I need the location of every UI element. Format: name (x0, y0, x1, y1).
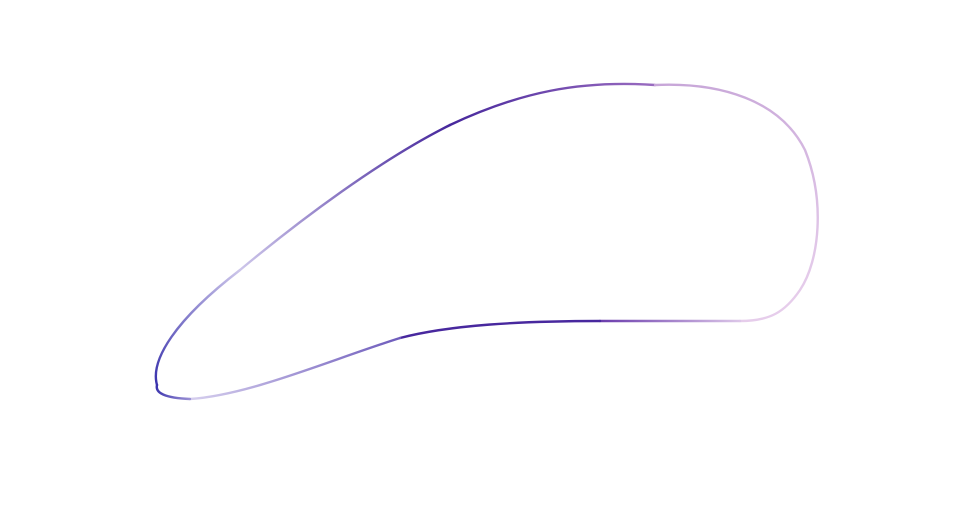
curve-segment (238, 123, 452, 272)
curve-segment (398, 319, 602, 340)
curve-segment (155, 383, 192, 401)
curve-segment (448, 82, 657, 127)
curve-segment (188, 336, 402, 401)
curve-segment (154, 268, 242, 387)
curve (154, 82, 819, 401)
curve-segment (653, 83, 819, 323)
